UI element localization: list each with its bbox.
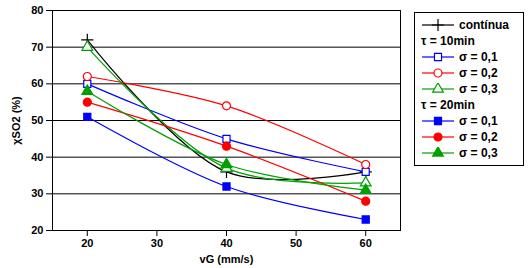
svg-text:60: 60 (31, 77, 43, 89)
svg-text:20: 20 (81, 237, 93, 249)
svg-text:80: 80 (31, 4, 43, 16)
html-text:σ = 0,2: σ = 0,2 (459, 66, 498, 80)
svg-text:40: 40 (220, 237, 232, 249)
svg-text:60: 60 (360, 237, 372, 249)
svg-text:40: 40 (31, 151, 43, 163)
svg-text:χSO2 (%): χSO2 (%) (10, 96, 22, 145)
svg-text:30: 30 (151, 237, 163, 249)
html-text:τ = 20min: τ = 20min (421, 98, 475, 112)
html-text:contínua: contínua (459, 18, 509, 32)
svg-text:50: 50 (31, 114, 43, 126)
svg-text:50: 50 (290, 237, 302, 249)
html-text:τ = 10min: τ = 10min (421, 34, 475, 48)
html-text:σ = 0,1: σ = 0,1 (459, 50, 498, 64)
svg-text:20: 20 (31, 224, 43, 236)
svg-text:vG (mm/s): vG (mm/s) (200, 253, 254, 265)
html-text:σ = 0,3: σ = 0,3 (459, 82, 498, 96)
svg-text:70: 70 (31, 41, 43, 53)
html-text:σ = 0,1: σ = 0,1 (459, 114, 498, 128)
html-text:σ = 0,2: σ = 0,2 (459, 130, 498, 144)
html-text:σ = 0,3: σ = 0,3 (459, 146, 498, 160)
svg-text:30: 30 (31, 187, 43, 199)
